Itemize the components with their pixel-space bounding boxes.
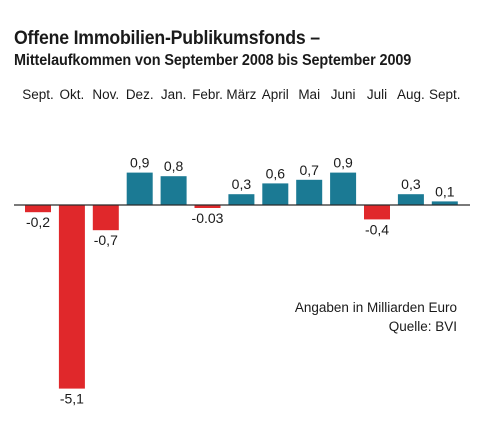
bar-7 bbox=[262, 183, 289, 205]
category-label-12: Sept. bbox=[429, 87, 461, 102]
category-label-4: Jan. bbox=[161, 87, 187, 102]
category-label-10: Juli bbox=[367, 87, 387, 102]
bar-0 bbox=[25, 205, 51, 213]
category-label-11: Aug. bbox=[397, 87, 425, 102]
bar-6 bbox=[228, 194, 255, 205]
value-label-11: 0,3 bbox=[401, 176, 421, 192]
bar-9 bbox=[330, 172, 357, 205]
bar-4 bbox=[160, 176, 187, 205]
unit-note: Angaben in Milliarden Euro bbox=[294, 300, 457, 315]
value-label-9: 0,9 bbox=[333, 155, 353, 171]
bar-3 bbox=[126, 172, 153, 205]
source-note: Quelle: BVI bbox=[388, 319, 457, 334]
value-label-7: 0,6 bbox=[266, 165, 286, 181]
value-label-4: 0,8 bbox=[164, 158, 184, 174]
value-label-2: -0,7 bbox=[94, 232, 118, 248]
category-label-2: Nov. bbox=[92, 87, 119, 102]
value-label-1: -5,1 bbox=[60, 391, 84, 407]
category-label-3: Dez. bbox=[126, 87, 154, 102]
category-label-0: Sept. bbox=[22, 87, 54, 102]
chart-subtitle: Mittelaufkommen von September 2008 bis S… bbox=[14, 52, 412, 69]
category-label-9: Juni bbox=[331, 87, 356, 102]
chart-title: Offene Immobilien-Publikumsfonds – bbox=[14, 28, 320, 49]
value-label-5: -0.03 bbox=[192, 210, 224, 226]
bar-2 bbox=[92, 205, 119, 231]
category-label-6: März bbox=[226, 87, 256, 102]
category-label-8: Mai bbox=[298, 87, 320, 102]
value-label-8: 0,7 bbox=[299, 162, 319, 178]
value-label-12: 0,1 bbox=[435, 183, 455, 199]
value-label-0: -0,2 bbox=[26, 214, 50, 230]
value-label-10: -0,4 bbox=[365, 221, 389, 237]
value-label-6: 0,3 bbox=[232, 176, 252, 192]
bar-11 bbox=[397, 194, 424, 205]
bar-10 bbox=[364, 205, 390, 220]
bar-1 bbox=[58, 205, 85, 389]
bar-5 bbox=[194, 205, 221, 208]
category-label-5: Febr. bbox=[192, 87, 223, 102]
bar-12 bbox=[431, 201, 458, 205]
bar-8 bbox=[296, 179, 323, 205]
category-label-1: Okt. bbox=[60, 87, 85, 102]
value-label-3: 0,9 bbox=[130, 155, 150, 171]
category-label-7: April bbox=[262, 87, 289, 102]
